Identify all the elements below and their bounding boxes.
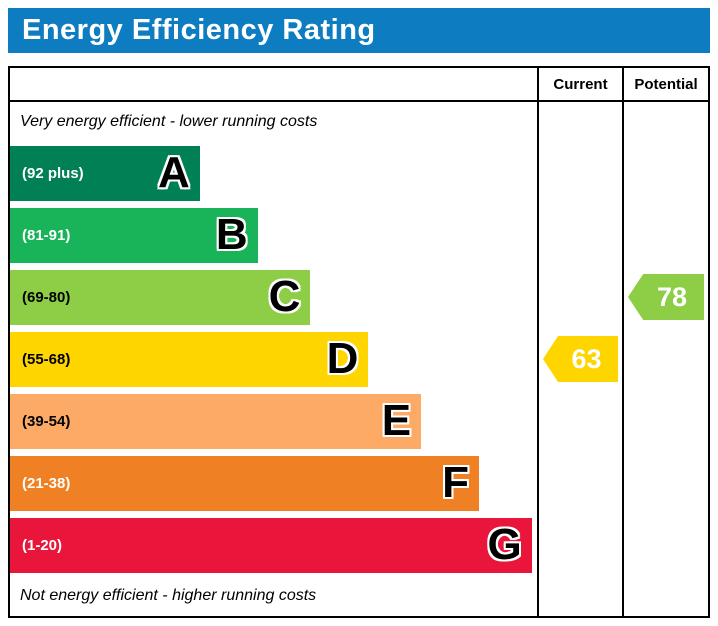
band-range-label: (81-91) <box>22 226 71 244</box>
header-current: Current <box>537 68 622 102</box>
band-range-label: (39-54) <box>22 412 71 430</box>
current-rating-arrow: 63 <box>543 336 618 382</box>
bands-column: Very energy efficient - lower running co… <box>10 102 537 616</box>
header-potential: Potential <box>622 68 708 102</box>
band-range-label: (55-68) <box>22 350 71 368</box>
current-column: 63 <box>537 102 622 616</box>
band-bar-d: (55-68) D <box>10 331 369 387</box>
band-range-label: (21-38) <box>22 474 71 492</box>
bottom-note: Not energy efficient - higher running co… <box>20 587 317 604</box>
band-bar-f: (21-38) F <box>10 455 480 511</box>
band-bar-e: (39-54) E <box>10 393 422 449</box>
band-letter: G <box>487 520 522 569</box>
band-row-a: (92 plus) A <box>10 142 537 204</box>
header-blank <box>10 68 537 102</box>
band-range-label: (92 plus) <box>22 164 84 182</box>
potential-rating-arrow: 78 <box>628 274 704 320</box>
band-bar-a: (92 plus) A <box>10 145 200 201</box>
potential-column: 78 <box>622 102 708 616</box>
epc-chart: Energy Efficiency Rating Current Potenti… <box>8 8 710 618</box>
current-rating-value: 63 <box>571 343 602 374</box>
band-row-c: (69-80) C <box>10 266 537 328</box>
potential-rating-value: 78 <box>656 281 688 312</box>
band-bar-c: (69-80) C <box>10 269 311 325</box>
band-letter: E <box>381 396 412 445</box>
band-row-g: (1-20) G <box>10 514 537 576</box>
band-bar-g: (1-20) G <box>10 517 532 573</box>
band-letter: D <box>326 334 359 383</box>
band-bar-b: (81-91) B <box>10 207 258 263</box>
band-row-f: (21-38) F <box>10 452 537 514</box>
band-row-b: (81-91) B <box>10 204 537 266</box>
top-note: Very energy efficient - lower running co… <box>20 113 318 130</box>
band-row-e: (39-54) E <box>10 390 537 452</box>
band-letter: F <box>442 458 470 507</box>
band-range-label: (1-20) <box>22 536 63 554</box>
band-letter: A <box>157 148 190 197</box>
energy-rating-chart: Current Potential Very energy efficient … <box>8 66 710 618</box>
band-row-d: (55-68) D <box>10 328 537 390</box>
band-letter: B <box>215 210 248 259</box>
band-range-label: (69-80) <box>22 288 71 306</box>
title-bar: Energy Efficiency Rating <box>8 8 710 53</box>
page-title: Energy Efficiency Rating <box>22 14 376 46</box>
band-letter: C <box>268 272 301 321</box>
